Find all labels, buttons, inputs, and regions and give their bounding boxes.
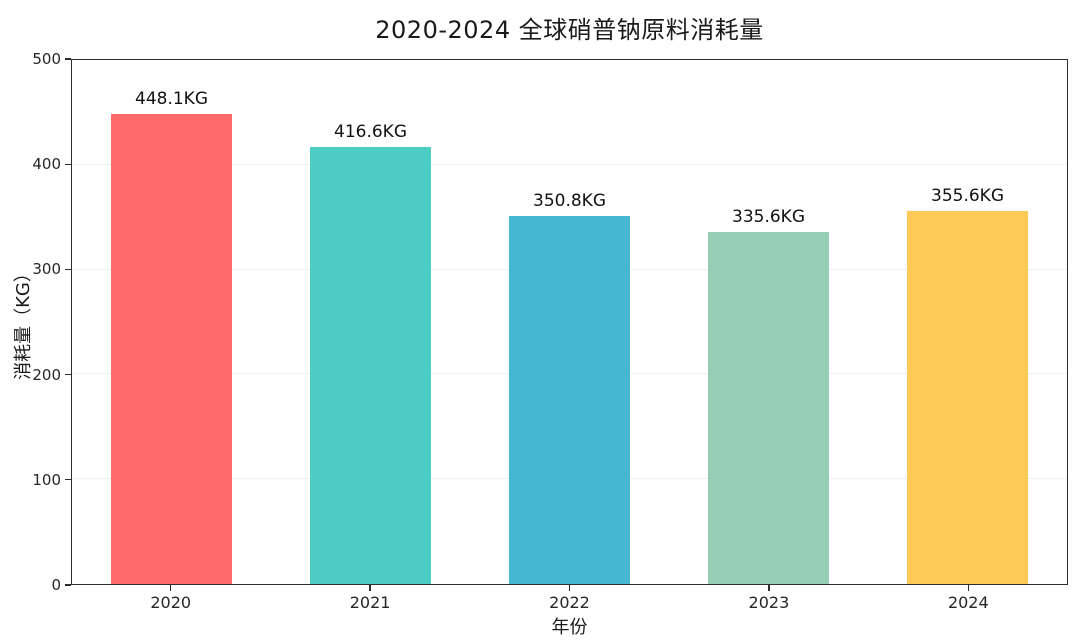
y-axis-tick-label: 400: [32, 155, 61, 174]
y-axis-tick-label: 100: [32, 470, 61, 489]
bar-value-label: 416.6KG: [334, 122, 407, 143]
y-axis-tick: [65, 163, 71, 165]
bar: [309, 147, 432, 584]
y-axis-label: 消耗量（KG）: [13, 264, 34, 380]
bar: [508, 216, 631, 584]
y-axis-tick: [65, 373, 71, 376]
x-axis-tick-label: 2021: [349, 593, 391, 612]
bar: [707, 232, 830, 584]
x-axis-tick-label: 2022: [549, 593, 590, 612]
x-axis-tick: [768, 585, 770, 591]
x-axis-tick-label: 2024: [947, 593, 989, 612]
y-axis-tick: [65, 268, 71, 271]
y-axis-tick-label: 200: [32, 365, 61, 384]
bar-value-label: 355.6KG: [931, 186, 1004, 207]
x-axis-tick: [369, 585, 371, 591]
y-axis-tick-label: 300: [32, 260, 61, 279]
bar: [906, 211, 1029, 584]
x-axis-tick: [568, 585, 571, 591]
x-axis-tick-label: 2020: [150, 593, 192, 612]
bar-value-label: 335.6KG: [732, 207, 805, 228]
plot-area: 448.1KG 416.6KG 350.8KG 335.6KG 355.6KG: [71, 59, 1068, 585]
bar: [110, 114, 233, 584]
y-axis-tick: [65, 479, 71, 481]
x-axis-tick: [170, 585, 172, 591]
chart-title: 2020-2024 全球硝普钠原料消耗量: [375, 16, 764, 44]
gridline: [72, 163, 1067, 165]
x-axis-label: 年份: [551, 617, 588, 638]
x-axis-tick-label: 2023: [748, 593, 790, 612]
bar-value-label: 448.1KG: [135, 89, 208, 110]
y-axis-tick-label: 500: [32, 50, 61, 68]
x-axis-tick: [967, 585, 969, 591]
y-axis-tick: [65, 584, 71, 586]
y-axis-tick: [65, 58, 71, 60]
bar-value-label: 350.8KG: [533, 191, 606, 212]
y-axis-tick-label: 0: [51, 576, 61, 594]
